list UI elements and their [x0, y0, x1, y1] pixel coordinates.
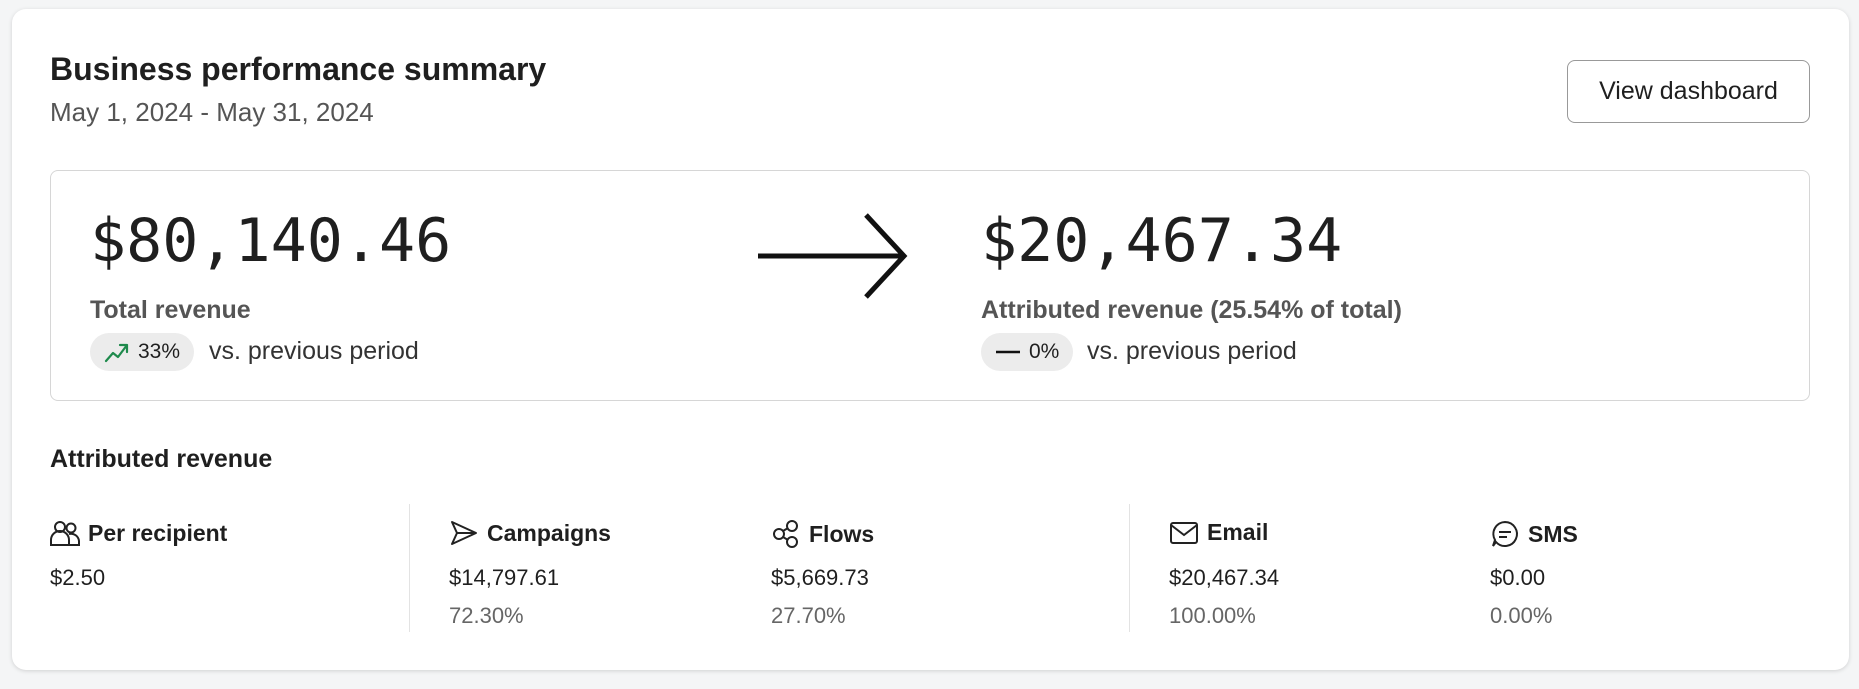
metric-value: $20,467.34	[1169, 565, 1280, 590]
metric-name: Email	[1169, 519, 1268, 546]
metric-name: Flows	[771, 519, 874, 549]
change-value: 33%	[138, 340, 181, 363]
send-icon	[451, 521, 477, 545]
email-icon	[1170, 521, 1198, 544]
metric-value: $14,797.61	[449, 565, 560, 590]
change-pill: 33%	[90, 333, 195, 371]
metric-name: Per recipient	[50, 519, 227, 547]
attributed-revenue-value: $20,467.34	[981, 206, 1343, 276]
metric-label: Per recipient	[88, 519, 228, 546]
summary-card: Business performance summary May 1, 2024…	[12, 9, 1849, 670]
metric-share: 27.70%	[771, 603, 846, 628]
metric-label: SMS	[1528, 520, 1578, 547]
metric-label: Email	[1207, 519, 1269, 545]
change-value: 0%	[1029, 340, 1060, 363]
flows-icon	[773, 520, 798, 548]
metric-label: Campaigns	[487, 519, 611, 546]
metric-name: Campaigns	[449, 519, 611, 547]
date-range: May 1, 2024 - May 31, 2024	[50, 97, 374, 127]
total-revenue-value: $80,140.46	[90, 206, 452, 276]
view-dashboard-button[interactable]: View dashboard	[1567, 60, 1810, 123]
change-pill: 0%	[981, 333, 1074, 371]
section-title: Attributed revenue	[50, 445, 273, 473]
people-icon	[50, 521, 80, 546]
metric-share: 100.00%	[1169, 603, 1256, 628]
metric-share: 72.30%	[449, 603, 524, 628]
sms-icon	[1492, 520, 1518, 547]
divider	[409, 504, 410, 632]
revenue-box: $80,140.46 Total revenue 33% vs. previou…	[50, 170, 1810, 401]
arrow-icon	[758, 213, 908, 299]
metric-name: SMS	[1490, 519, 1578, 549]
comparison-text: vs. previous period	[1087, 337, 1297, 365]
flat-icon	[996, 350, 1020, 354]
metric-share: 0.00%	[1490, 603, 1553, 628]
title: Business performance summary	[50, 51, 547, 87]
metric-value: $2.50	[50, 565, 106, 590]
divider	[1129, 504, 1130, 632]
total-revenue-label: Total revenue	[90, 296, 251, 324]
comparison-text: vs. previous period	[209, 337, 419, 365]
metric-label: Flows	[809, 520, 875, 547]
trend-up-icon	[104, 343, 129, 363]
metric-value: $5,669.73	[771, 565, 869, 590]
metric-value: $0.00	[1490, 565, 1546, 590]
attributed-revenue-label: Attributed revenue (25.54% of total)	[981, 296, 1402, 324]
